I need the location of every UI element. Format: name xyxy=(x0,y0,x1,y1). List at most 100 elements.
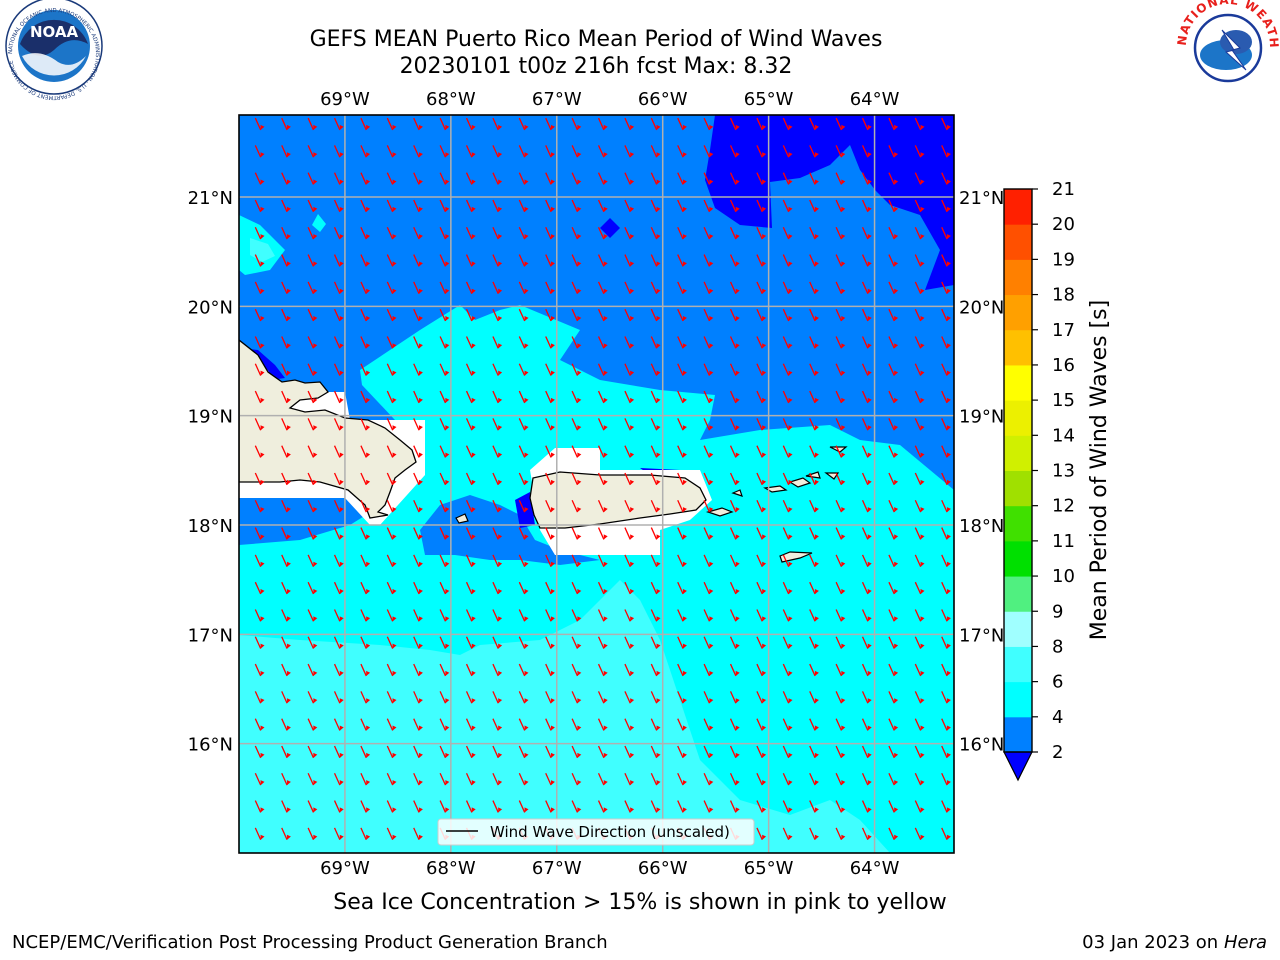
contour-under2-speck1 xyxy=(600,218,620,238)
wind-wave-arrow xyxy=(677,527,687,540)
wind-wave-arrow xyxy=(518,609,529,622)
wind-wave-arrow xyxy=(914,254,925,267)
wind-wave-arrow xyxy=(677,718,687,731)
wind-wave-arrow xyxy=(703,581,714,595)
wind-wave-arrow xyxy=(756,691,767,704)
wind-wave-arrow xyxy=(360,227,371,240)
wind-wave-arrow xyxy=(492,663,503,677)
wind-wave-arrow xyxy=(333,117,344,131)
wind-wave-arrow xyxy=(254,581,265,595)
wind-wave-arrow xyxy=(677,418,687,431)
wind-wave-arrow xyxy=(333,800,344,813)
wind-wave-arrow xyxy=(597,445,608,458)
wind-wave-arrow xyxy=(861,199,872,213)
wind-wave-arrow xyxy=(861,691,872,704)
wind-wave-arrow xyxy=(782,691,793,704)
wind-wave-arrow xyxy=(888,500,899,513)
wind-wave-arrow xyxy=(650,418,661,431)
wind-wave-arrow xyxy=(386,663,397,677)
wind-wave-arrow xyxy=(465,254,476,267)
wind-wave-arrow xyxy=(518,445,529,458)
wind-wave-arrow xyxy=(571,554,582,567)
wind-wave-arrow xyxy=(624,308,635,322)
wind-wave-arrow xyxy=(254,445,265,458)
wind-wave-arrow xyxy=(941,281,951,294)
wind-wave-arrow xyxy=(861,336,872,349)
wind-wave-arrow xyxy=(386,254,397,267)
wind-wave-arrow xyxy=(835,827,846,840)
wind-wave-arrow xyxy=(650,800,661,813)
wind-wave-arrow xyxy=(413,773,423,786)
wind-wave-arrow xyxy=(333,827,344,840)
wind-wave-arrows xyxy=(254,117,951,840)
wind-wave-arrow xyxy=(914,554,925,567)
wind-wave-arrow xyxy=(809,636,819,649)
wind-wave-arrow xyxy=(835,663,846,677)
wind-wave-arrow xyxy=(782,663,793,677)
wind-wave-arrow xyxy=(307,445,318,458)
lat-label: 20°N xyxy=(959,297,1004,318)
wind-wave-arrow xyxy=(333,527,344,540)
wind-wave-arrow xyxy=(809,418,819,431)
wind-wave-arrow xyxy=(914,691,925,704)
wind-wave-arrow xyxy=(413,172,423,185)
wind-wave-arrow xyxy=(703,418,714,431)
wind-wave-arrow xyxy=(307,336,318,349)
wind-wave-arrow xyxy=(914,472,925,486)
wind-wave-arrow xyxy=(650,718,661,731)
wind-wave-arrow xyxy=(254,227,265,240)
wind-wave-arrow xyxy=(597,308,608,322)
wind-wave-arrow xyxy=(861,581,872,595)
wind-wave-arrow xyxy=(624,718,635,731)
wind-wave-arrow xyxy=(439,745,450,759)
wind-wave-arrow xyxy=(360,445,371,458)
mona-island xyxy=(455,513,469,524)
lon-label: 65°W xyxy=(744,858,794,879)
wind-wave-arrow xyxy=(809,718,819,731)
wind-wave-arrow xyxy=(914,199,925,213)
wind-wave-arrow xyxy=(914,117,925,131)
wind-wave-arrow xyxy=(307,227,318,240)
wind-wave-arrow xyxy=(333,773,344,786)
wind-wave-arrow xyxy=(413,718,423,731)
wind-wave-arrow xyxy=(492,281,503,294)
wind-wave-arrow xyxy=(492,581,503,595)
wind-wave-arrow xyxy=(941,445,951,458)
wind-wave-arrow xyxy=(809,445,819,458)
wind-wave-arrow xyxy=(254,254,265,267)
wind-wave-arrow xyxy=(650,663,661,677)
colorbar-tick-label: 20 xyxy=(1052,214,1075,235)
wind-wave-arrow xyxy=(888,800,899,813)
wind-wave-arrow xyxy=(413,554,423,567)
wind-wave-arrow xyxy=(914,636,925,649)
wind-wave-arrow xyxy=(386,500,397,513)
wind-wave-arrow xyxy=(888,199,899,213)
lat-label: 16°N xyxy=(959,735,1004,756)
wind-wave-arrow xyxy=(281,117,291,131)
wind-wave-arrow xyxy=(571,418,582,431)
wind-wave-arrow xyxy=(809,199,819,213)
wind-wave-arrow xyxy=(677,390,687,404)
wind-wave-arrow xyxy=(756,418,767,431)
wind-wave-arrow xyxy=(782,227,793,240)
wind-wave-arrow xyxy=(545,117,555,131)
wind-wave-arrow xyxy=(360,773,371,786)
wind-wave-arrow xyxy=(254,609,265,622)
wind-wave-arrow xyxy=(914,445,925,458)
wind-wave-arrow xyxy=(914,500,925,513)
wind-wave-arrow xyxy=(597,472,608,486)
wind-wave-arrow xyxy=(703,800,714,813)
wind-wave-arrow xyxy=(360,663,371,677)
wind-wave-arrow xyxy=(809,390,819,404)
wind-wave-arrow xyxy=(782,636,793,649)
wind-wave-arrow xyxy=(307,281,318,294)
wind-wave-arrow xyxy=(254,117,265,131)
wind-wave-arrow xyxy=(545,281,555,294)
wind-wave-arrow xyxy=(386,527,397,540)
wind-wave-arrow xyxy=(782,308,793,322)
wind-wave-arrow xyxy=(703,718,714,731)
wind-wave-arrow xyxy=(941,336,951,349)
sea-ice-note: Sea Ice Concentration > 15% is shown in … xyxy=(333,890,947,915)
wind-wave-arrow xyxy=(703,227,714,240)
wind-wave-arrow xyxy=(439,500,450,513)
